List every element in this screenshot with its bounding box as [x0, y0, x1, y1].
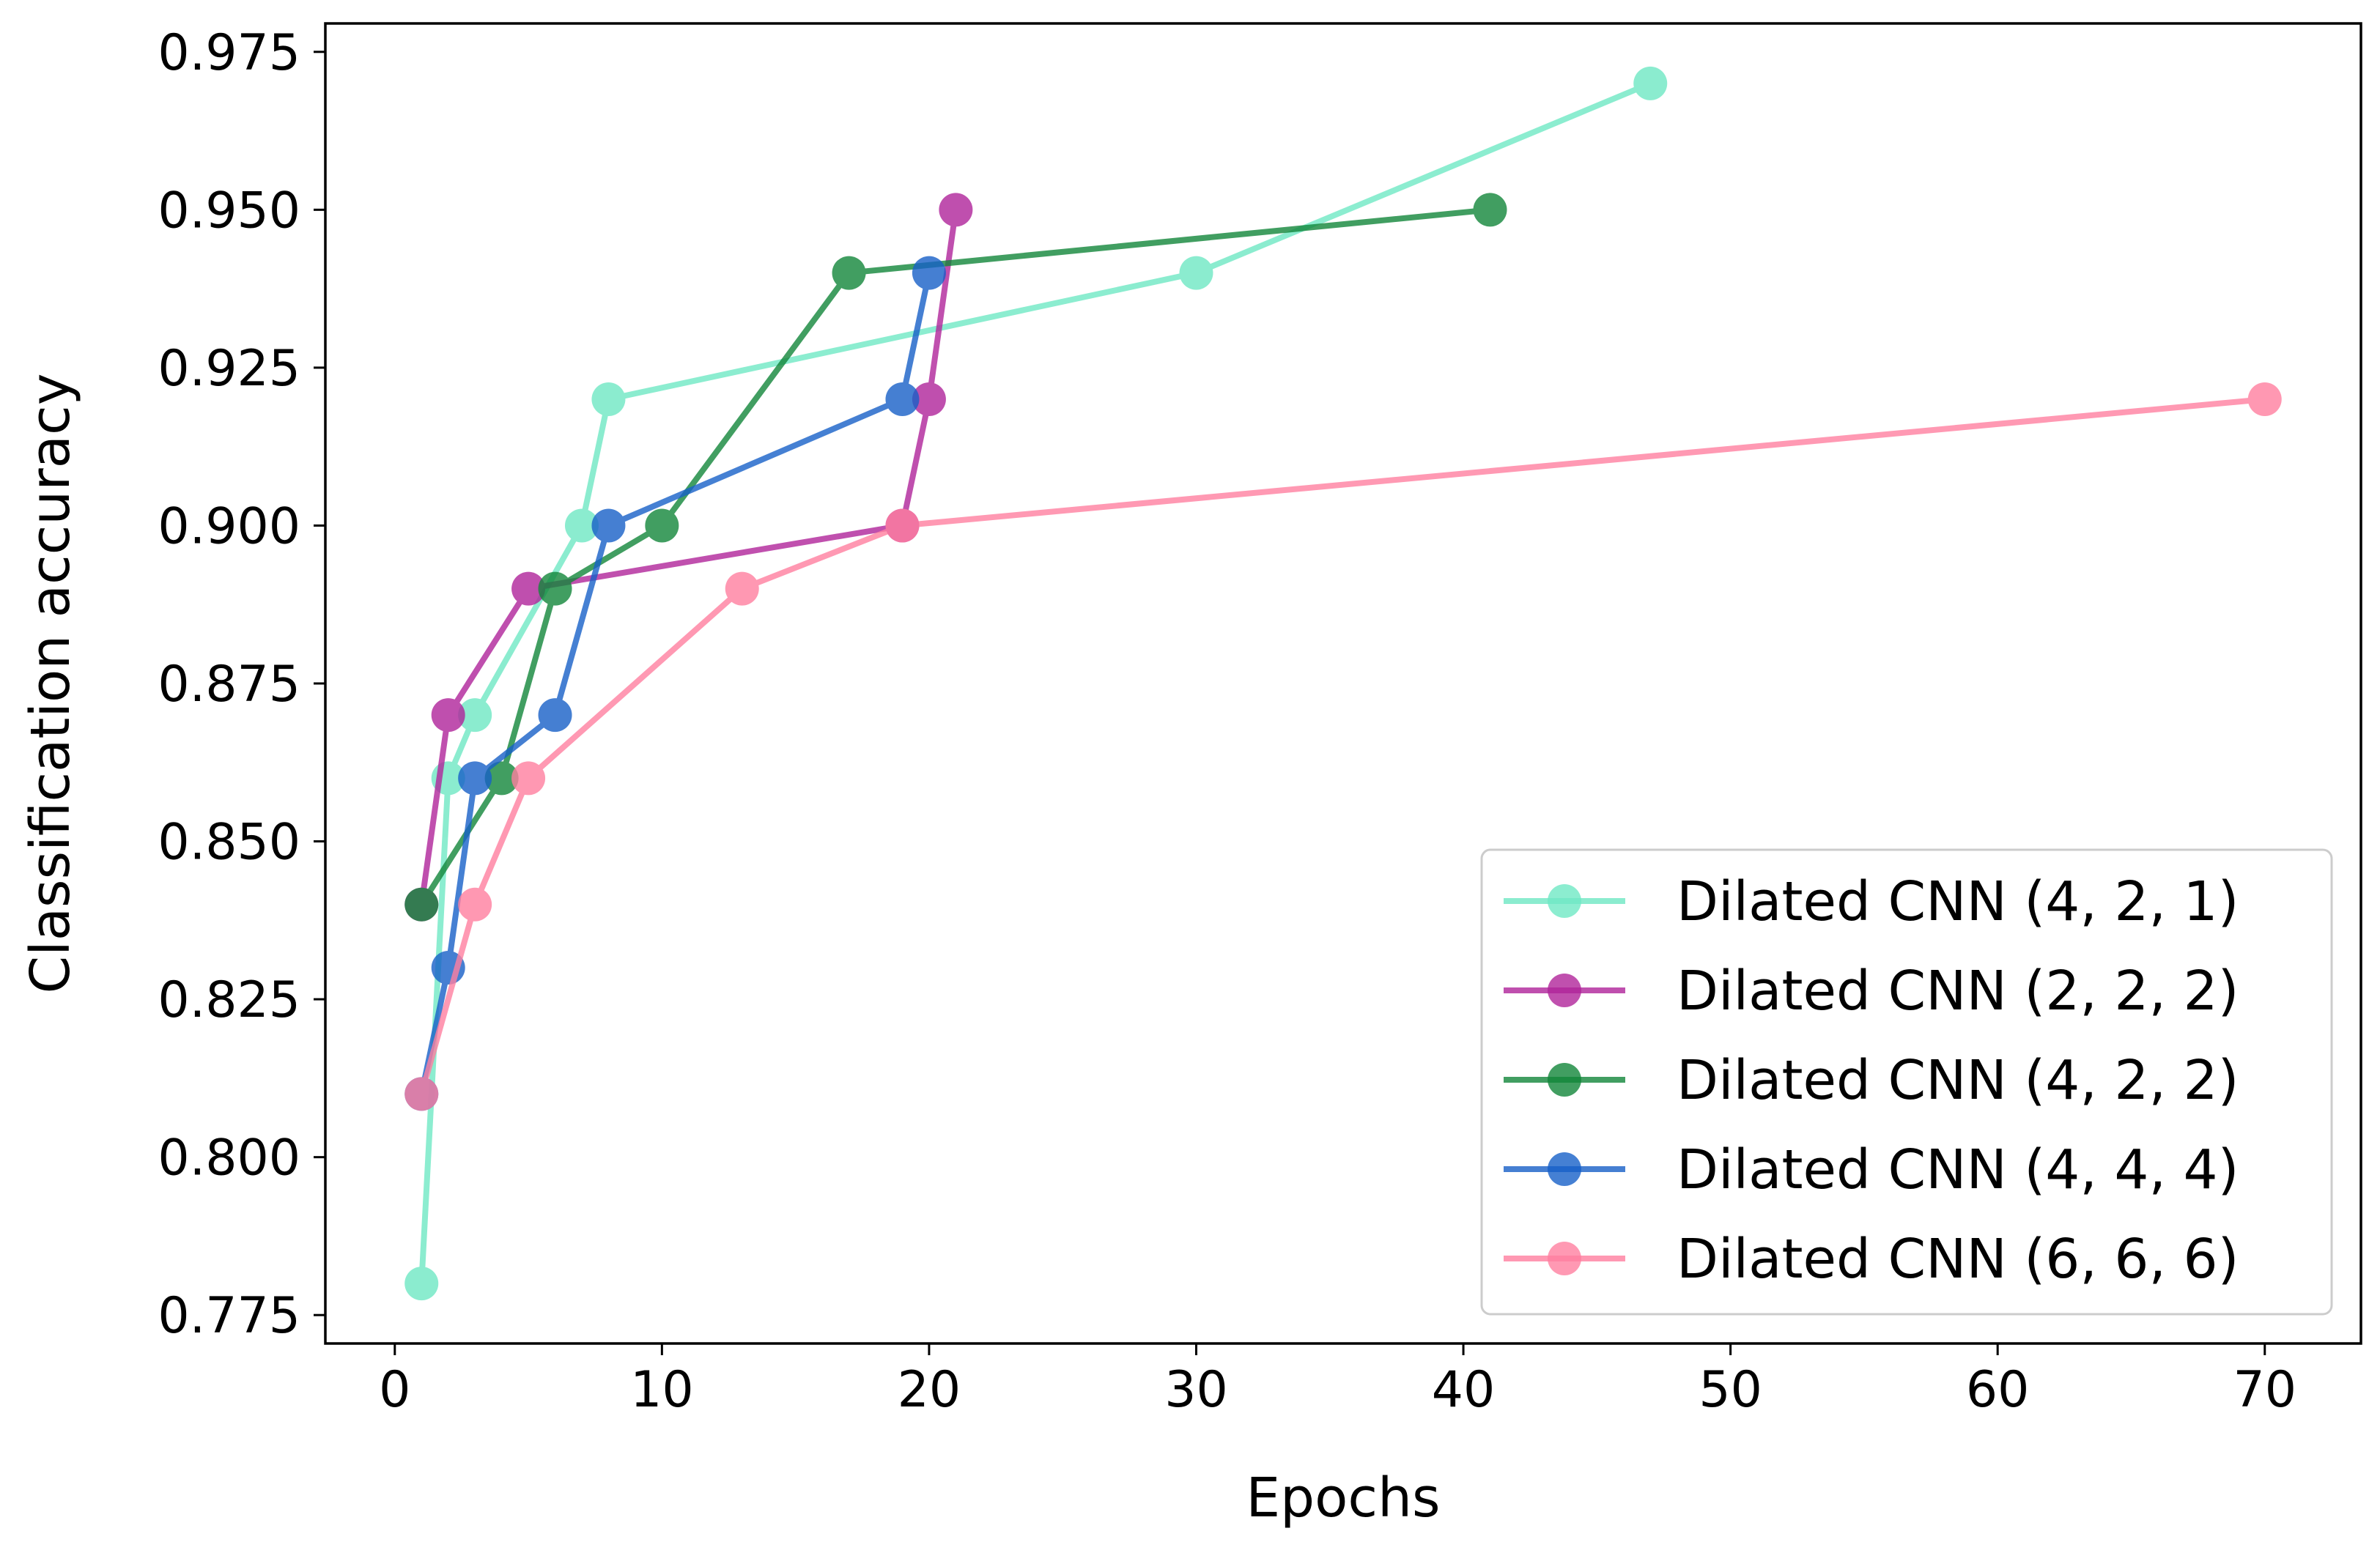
legend-label: Dilated CNN (4, 2, 2) [1677, 1049, 2239, 1112]
data-point [431, 698, 465, 733]
legend-marker [1548, 1242, 1581, 1275]
data-point [1473, 193, 1507, 227]
x-axis-title: Epochs [1246, 1467, 1440, 1530]
y-tick-label: 0.900 [158, 497, 300, 555]
legend-label: Dilated CNN (6, 6, 6) [1677, 1228, 2239, 1291]
data-point [591, 382, 626, 417]
series-line [404, 66, 1668, 1301]
x-axis: 0 10 20 30 40 50 60 70 [379, 1343, 2296, 1419]
y-axis-title: Classification accuracy [19, 373, 82, 993]
data-point [511, 761, 546, 796]
x-tick-label: 70 [2233, 1361, 2296, 1419]
y-tick-label: 0.800 [158, 1130, 300, 1187]
x-tick-label: 50 [1699, 1361, 1762, 1419]
data-point [484, 761, 519, 796]
series-path [418, 207, 959, 908]
series-path [418, 207, 1493, 908]
legend-marker [1548, 1152, 1581, 1186]
y-tick-label: 0.775 [158, 1287, 300, 1345]
y-axis: 0.775 0.800 0.825 0.850 0.875 0.900 0.925 0.950… [158, 24, 325, 1345]
data-point [2247, 382, 2282, 417]
y-tick-label: 0.825 [158, 971, 300, 1029]
data-point [538, 571, 572, 606]
data-point [458, 887, 492, 922]
legend-marker [1548, 884, 1581, 918]
legend-item: Dilated CNN (4, 2, 2) [1504, 1049, 2239, 1112]
legend-marker [1548, 1063, 1581, 1097]
data-point [725, 571, 759, 606]
data-point [885, 382, 920, 417]
y-tick-label: 0.950 [158, 182, 300, 240]
data-point [564, 508, 599, 543]
x-tick-label: 20 [898, 1361, 961, 1419]
legend-item: Dilated CNN (6, 6, 6) [1504, 1228, 2239, 1291]
data-point [404, 887, 439, 922]
x-tick-label: 10 [630, 1361, 694, 1419]
series-line [404, 193, 1507, 922]
data-point [1179, 256, 1213, 290]
legend-item: Dilated CNN (2, 2, 2) [1504, 960, 2239, 1023]
y-tick-label: 0.850 [158, 814, 300, 872]
legend-label: Dilated CNN (2, 2, 2) [1677, 960, 2239, 1023]
x-tick-label: 40 [1432, 1361, 1496, 1419]
legend-item: Dilated CNN (4, 2, 1) [1504, 870, 2239, 933]
data-point [912, 256, 946, 290]
data-point [939, 193, 973, 227]
y-tick-label: 0.925 [158, 340, 300, 398]
x-tick-label: 30 [1164, 1361, 1228, 1419]
x-tick-label: 60 [1966, 1361, 2030, 1419]
data-point [458, 698, 492, 733]
data-point [404, 1077, 439, 1111]
y-tick-label: 0.875 [158, 656, 300, 713]
x-tick-label: 0 [379, 1361, 410, 1419]
y-tick-label: 0.975 [158, 24, 300, 82]
legend-marker [1548, 974, 1581, 1007]
data-point [645, 508, 679, 543]
data-point [832, 256, 866, 290]
series-line [404, 382, 2282, 1111]
data-point [1633, 66, 1668, 100]
legend-item: Dilated CNN (4, 4, 4) [1504, 1138, 2239, 1201]
data-point [912, 382, 946, 417]
legend-label: Dilated CNN (4, 2, 1) [1677, 870, 2239, 933]
data-point [538, 698, 572, 733]
data-point [458, 761, 492, 796]
data-point [591, 508, 626, 543]
legend-box [1480, 848, 2333, 1316]
legend: Dilated CNN (4, 2, 1) Dilated CNN (2, 2, … [1480, 848, 2333, 1316]
data-point [404, 1267, 439, 1301]
legend-label: Dilated CNN (4, 4, 4) [1677, 1138, 2239, 1201]
data-point [885, 508, 920, 543]
data-point [511, 571, 546, 606]
series-layer [404, 66, 2282, 1301]
series-path [418, 396, 2268, 1097]
